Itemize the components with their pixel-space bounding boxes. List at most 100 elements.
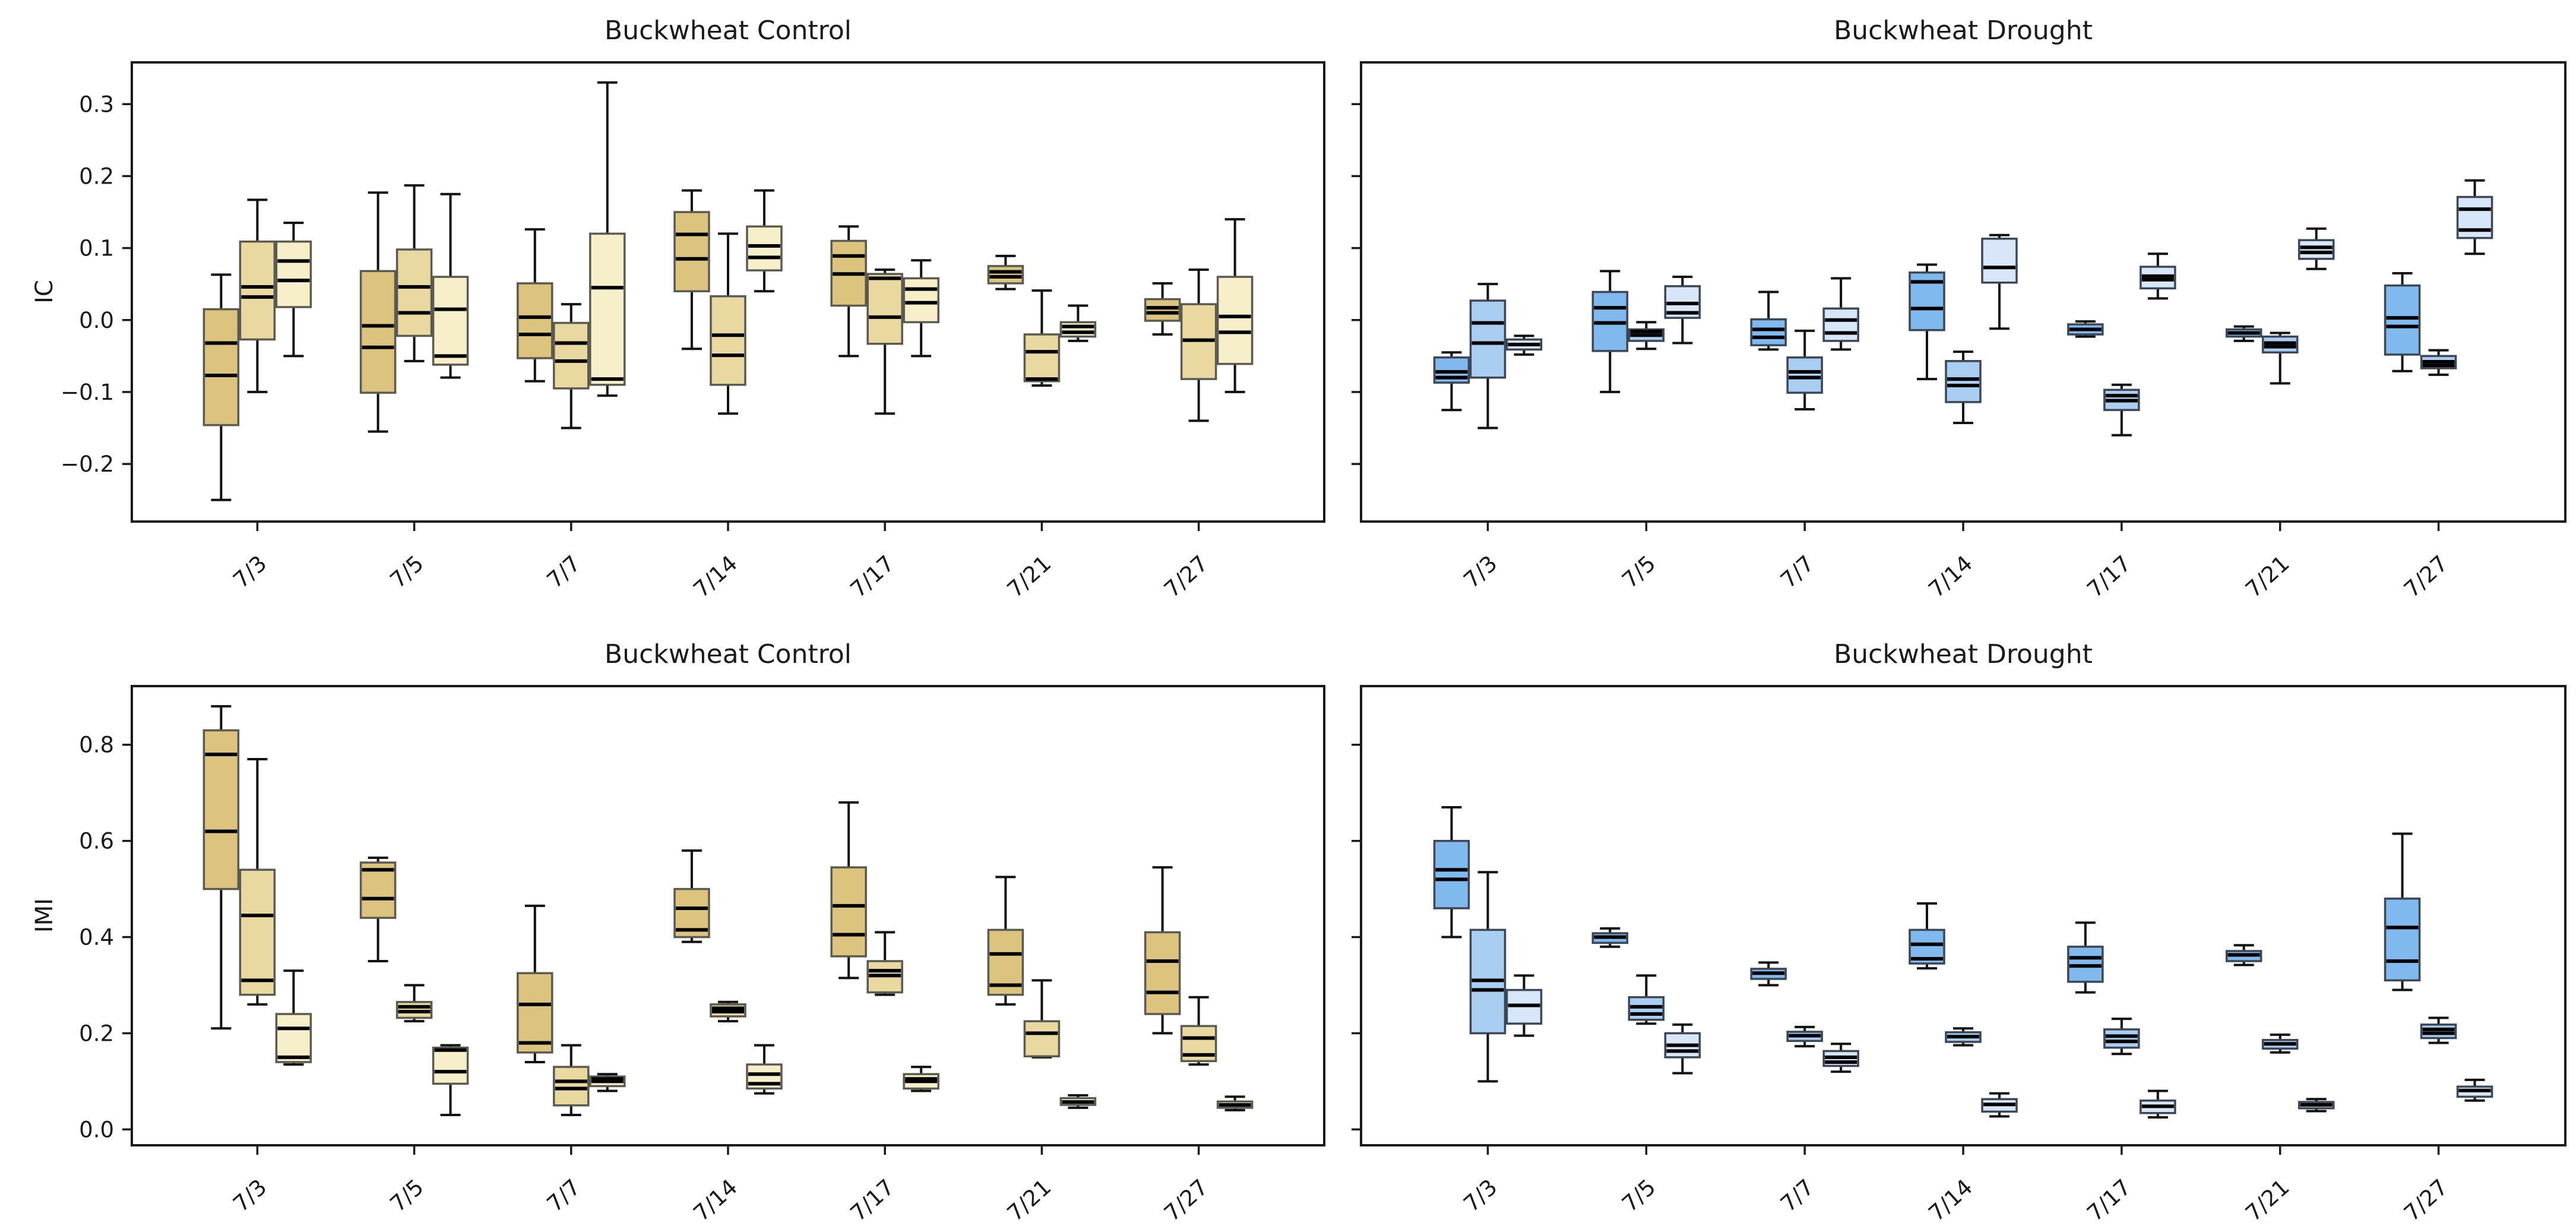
box-group <box>1216 218 1254 393</box>
box-group <box>432 1044 469 1117</box>
x-tick-label: 7/3 <box>228 1174 271 1217</box>
box-group <box>1750 290 1787 351</box>
box-group <box>359 191 397 433</box>
y-tick-label: 0.2 <box>79 1021 114 1046</box>
box-group <box>830 801 867 980</box>
x-tick-label: 7/7 <box>1776 1174 1819 1217</box>
box <box>432 1046 469 1085</box>
box <box>359 861 397 919</box>
box-group <box>746 189 783 293</box>
x-tick-label: 7/17 <box>846 1174 900 1227</box>
box <box>987 265 1024 285</box>
box-group <box>1180 996 1217 1066</box>
box <box>746 225 783 271</box>
box-group <box>2140 1089 2176 1119</box>
box <box>1023 333 1061 383</box>
box-group <box>239 758 276 1006</box>
box-group <box>2384 832 2421 991</box>
box-group <box>202 705 240 1030</box>
x-tick-label: 7/3 <box>1458 1174 1502 1217</box>
y-tick-label: −0.1 <box>61 380 114 405</box>
box <box>1216 276 1254 365</box>
box <box>275 1013 312 1063</box>
box <box>2297 239 2335 260</box>
x-tick-label: 7/7 <box>542 1174 586 1217</box>
panel-title-imi-control: Buckwheat Control <box>605 639 852 669</box>
box-group <box>2297 1098 2335 1113</box>
box <box>2384 898 2421 982</box>
x-tick-label: 7/3 <box>1458 551 1502 593</box>
y-tick-label: −0.2 <box>61 451 114 477</box>
x-tick-label: 7/14 <box>688 551 742 603</box>
box <box>395 248 433 337</box>
box-group <box>1591 270 1629 393</box>
box-group <box>553 303 590 429</box>
y-tick-label: 0.0 <box>79 1117 114 1142</box>
box-group <box>710 1000 746 1023</box>
x-tick-label: 7/14 <box>1923 1174 1977 1227</box>
box-group <box>517 228 553 383</box>
box <box>866 273 903 345</box>
box-group <box>2103 1018 2140 1056</box>
y-tick-label: 0.6 <box>79 829 114 854</box>
x-tick-label: 7/14 <box>1923 551 1977 603</box>
box-group <box>1628 321 1665 350</box>
x-tick-label: 7/7 <box>542 551 586 593</box>
box-group <box>746 1044 783 1095</box>
box-group <box>2261 331 2299 385</box>
y-tick-label: 0.8 <box>79 732 114 758</box>
box-group <box>2420 349 2457 376</box>
box <box>553 1066 590 1107</box>
x-tick-label: 7/5 <box>1617 1174 1660 1217</box>
box-group <box>1433 351 1470 412</box>
box-group <box>903 1066 939 1092</box>
box-group <box>710 232 746 415</box>
box-group <box>2384 271 2421 372</box>
box-group <box>903 259 939 358</box>
box-group <box>1059 304 1097 342</box>
panel-group-2: 0.8 0.6 0.4 0.2 0.0 7/3 7/5 7/7 7/14 7/17 7/21 7/27 <box>79 685 1325 1227</box>
box-group <box>553 1044 590 1117</box>
box <box>589 232 626 386</box>
box <box>202 308 240 427</box>
box <box>673 211 710 293</box>
box-group <box>1591 927 1629 948</box>
box <box>1023 1020 1061 1058</box>
box-group <box>395 184 433 362</box>
box-group <box>1505 334 1543 356</box>
box-group <box>1469 871 1507 1083</box>
box-group <box>1909 902 1945 970</box>
box-group <box>589 81 626 397</box>
x-tick-label: 7/17 <box>2082 551 2136 603</box>
box <box>1981 238 2018 284</box>
y-axis-label-ic: IC <box>31 280 58 304</box>
box-group <box>1180 268 1217 422</box>
x-tick-label: 7/5 <box>385 1174 429 1217</box>
box-group <box>987 254 1024 290</box>
box-group <box>1469 283 1507 429</box>
box-group <box>2140 252 2176 300</box>
box-group <box>517 904 553 1063</box>
x-tick-label: 7/27 <box>1159 1174 1213 1227</box>
box-group <box>1059 1094 1097 1109</box>
box <box>903 277 939 324</box>
box-group <box>1822 277 1859 351</box>
box-group <box>1981 233 2018 330</box>
box-group <box>432 192 469 379</box>
box-group <box>866 931 903 996</box>
box <box>1822 307 1859 342</box>
box-group <box>202 273 240 501</box>
box-group <box>359 856 397 962</box>
box <box>239 868 276 996</box>
box-group <box>1144 282 1181 336</box>
box-group <box>673 849 710 943</box>
box-group <box>2225 325 2262 342</box>
x-tick-label: 7/5 <box>1617 551 1660 593</box>
box <box>517 972 553 1054</box>
box <box>359 270 397 394</box>
box-group <box>987 876 1024 1006</box>
box-group <box>1023 289 1061 387</box>
y-tick-label: 0.3 <box>79 91 114 117</box>
